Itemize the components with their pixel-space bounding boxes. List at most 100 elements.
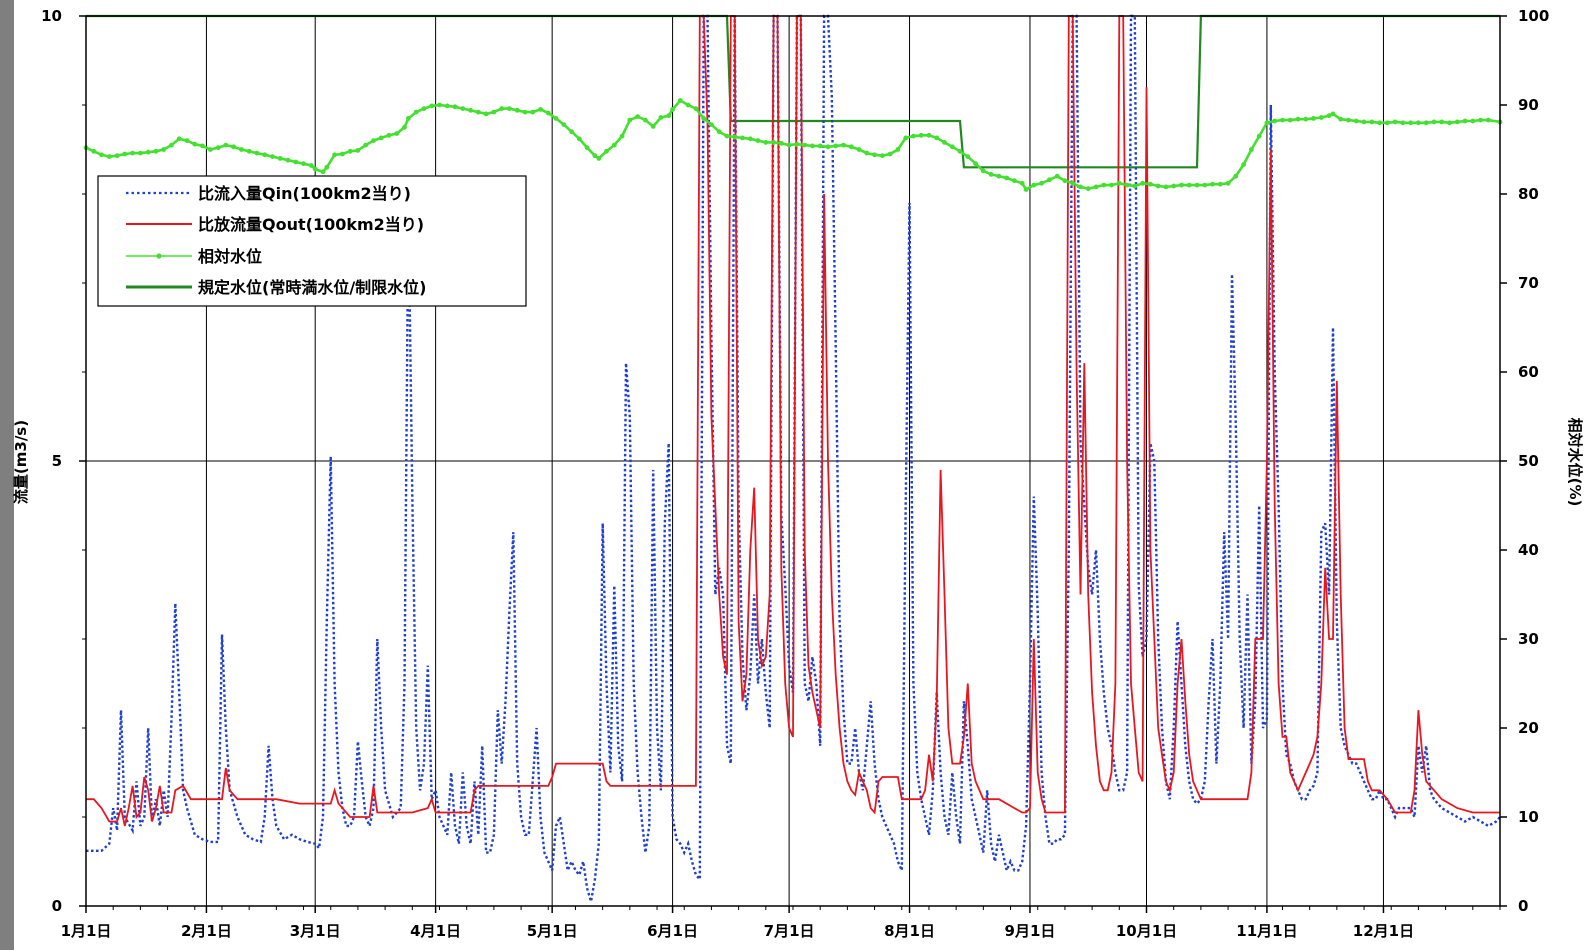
level-point bbox=[332, 152, 337, 158]
y-tick-label: 10 bbox=[41, 7, 62, 25]
level-point bbox=[576, 136, 582, 142]
x-tick-label: 4月1日 bbox=[410, 922, 461, 940]
level-point bbox=[1408, 120, 1414, 126]
level-point bbox=[413, 109, 419, 115]
level-point bbox=[1431, 119, 1437, 125]
level-point bbox=[200, 143, 205, 149]
x-tick-label: 3月1日 bbox=[290, 922, 341, 940]
level-point bbox=[231, 144, 237, 150]
level-point bbox=[460, 106, 466, 111]
legend-marker-level bbox=[156, 253, 162, 259]
level-point bbox=[895, 147, 901, 152]
level-point bbox=[1194, 182, 1200, 188]
x-tick-label: 11月1日 bbox=[1236, 922, 1297, 940]
rule-level-line bbox=[86, 14, 1500, 169]
y2-tick-label: 50 bbox=[1518, 452, 1539, 470]
level-point bbox=[530, 109, 536, 115]
level-point bbox=[1155, 183, 1161, 189]
level-point bbox=[658, 115, 664, 120]
level-point bbox=[312, 166, 318, 172]
level-point bbox=[903, 135, 909, 141]
level-point bbox=[1116, 180, 1122, 186]
level-point bbox=[817, 143, 823, 149]
level-point bbox=[627, 117, 633, 123]
level-point bbox=[1031, 182, 1037, 188]
level-point bbox=[604, 148, 609, 154]
legend-entry-qout: 比放流量Qout(100km2当り) bbox=[126, 215, 424, 234]
level-point bbox=[841, 142, 846, 148]
level-point bbox=[1186, 182, 1192, 188]
level-point bbox=[825, 144, 831, 150]
level-point bbox=[1109, 182, 1114, 188]
level-point bbox=[1485, 117, 1491, 123]
level-point bbox=[1085, 186, 1091, 192]
level-point bbox=[1478, 117, 1483, 123]
level-point bbox=[732, 134, 738, 140]
level-point bbox=[1023, 187, 1029, 192]
level-point bbox=[1124, 182, 1130, 188]
level-point bbox=[114, 153, 120, 159]
level-point bbox=[635, 114, 640, 119]
level-point bbox=[1346, 117, 1351, 123]
level-point bbox=[402, 124, 407, 130]
level-point bbox=[918, 132, 924, 138]
legend-label-qin: 比流入量Qin(100km2当り) bbox=[198, 184, 411, 203]
level-point bbox=[340, 151, 345, 157]
level-point bbox=[569, 129, 574, 135]
level-point bbox=[1256, 133, 1262, 139]
level-point bbox=[499, 106, 505, 111]
level-point bbox=[1249, 147, 1254, 152]
level-point bbox=[643, 117, 648, 123]
level-point bbox=[91, 148, 97, 154]
level-point bbox=[561, 122, 567, 127]
level-point bbox=[394, 131, 400, 136]
left-frame-bar bbox=[0, 0, 14, 950]
x-tick-label: 8月1日 bbox=[884, 922, 935, 940]
level-point bbox=[246, 148, 252, 154]
level-point bbox=[262, 152, 268, 158]
level-point bbox=[670, 107, 675, 112]
level-point bbox=[1163, 184, 1169, 190]
y-tick-label: 0 bbox=[52, 897, 62, 915]
level-point bbox=[1326, 113, 1332, 119]
level-point bbox=[677, 98, 683, 103]
legend-label-rule: 規定水位(常時満水位/制限水位) bbox=[198, 278, 426, 297]
level-point bbox=[1416, 120, 1421, 126]
level-point bbox=[693, 106, 699, 111]
grid-lines bbox=[86, 16, 1500, 906]
level-point bbox=[386, 132, 392, 138]
level-point bbox=[619, 133, 625, 139]
level-point bbox=[215, 145, 221, 151]
level-point bbox=[973, 161, 978, 167]
x-tick-label: 7月1日 bbox=[764, 922, 815, 940]
level-point bbox=[786, 142, 792, 148]
level-point bbox=[942, 140, 947, 145]
x-tick-label: 6月1日 bbox=[647, 922, 698, 940]
level-point bbox=[1439, 119, 1445, 125]
level-point bbox=[1202, 182, 1208, 188]
level-point bbox=[320, 169, 326, 175]
level-point bbox=[545, 110, 551, 116]
level-point bbox=[592, 153, 598, 159]
axes: 1月1日 2月1日 3月1日 4月1日 5月1日 6月1日 7月1日 8月1日 9月1日 10月1… bbox=[41, 7, 1549, 940]
level-point bbox=[802, 142, 808, 148]
level-point bbox=[363, 142, 369, 148]
level-point bbox=[1361, 119, 1367, 125]
level-point bbox=[1054, 173, 1060, 179]
level-point bbox=[347, 148, 353, 154]
level-point bbox=[437, 102, 442, 108]
level-point bbox=[887, 151, 893, 157]
level-point bbox=[1093, 184, 1099, 190]
level-point bbox=[444, 103, 450, 109]
qout-line bbox=[86, 15, 1500, 827]
level-point bbox=[1101, 182, 1107, 188]
level-point bbox=[184, 138, 190, 144]
level-point bbox=[1012, 178, 1017, 184]
level-point bbox=[879, 153, 885, 159]
legend-box bbox=[97, 175, 527, 307]
level-point bbox=[429, 103, 435, 109]
y2-tick-label: 70 bbox=[1518, 274, 1539, 292]
level-point bbox=[1447, 120, 1452, 126]
level-point bbox=[406, 116, 411, 121]
